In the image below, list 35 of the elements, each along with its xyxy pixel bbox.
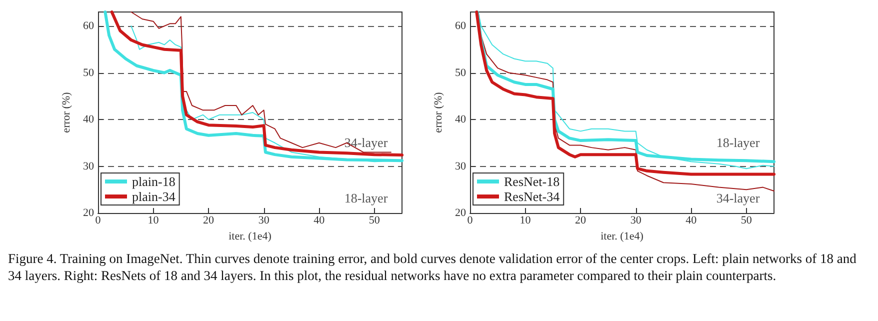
x-tick-label: 40 — [686, 214, 698, 226]
x-tick-label: 0 — [467, 214, 474, 226]
x-tick-label: 50 — [368, 214, 380, 226]
x-axis-title: iter. (1e4) — [600, 230, 644, 242]
x-tick-label: 50 — [740, 214, 752, 226]
x-tick-label: 10 — [148, 214, 160, 226]
x-tick-label: 0 — [95, 214, 102, 226]
y-tick-label: 30 — [83, 160, 94, 172]
x-axis-title: iter. (1e4) — [228, 230, 272, 242]
y-tick-label: 40 — [83, 114, 94, 126]
y-axis-title: error (%) — [432, 92, 445, 133]
y-tick-label: 20 — [83, 207, 94, 219]
caption: Figure 4. Training on ImageNet. Thin curves denote training error, and bold curves denote validation error of the center crops. Left: plain networks of 18 and 34 layers. Right: ResNets of 18 and 34 layers. In this plot, the residual networks have no extra parameter compared to their plain counterparts. — [7, 250, 858, 284]
legend-label: plain-18 — [132, 174, 176, 189]
y-tick-label: 20 — [455, 207, 466, 219]
y-tick-label: 40 — [455, 114, 466, 126]
y-tick-label: 60 — [83, 20, 94, 32]
x-tick-label: 10 — [520, 214, 532, 226]
annotation: 34-layer — [344, 135, 388, 150]
legend-label: ResNet-18 — [504, 174, 560, 189]
x-tick-label: 20 — [203, 214, 215, 226]
y-tick-label: 50 — [83, 66, 94, 79]
x-tick-label: 40 — [314, 214, 326, 226]
legend-label: plain-34 — [132, 189, 176, 204]
y-tick-label: 60 — [455, 20, 466, 32]
y-axis-title: error (%) — [60, 92, 73, 133]
x-tick-label: 30 — [258, 214, 270, 226]
legend-label: ResNet-34 — [504, 189, 560, 204]
x-tick-label: 20 — [575, 214, 587, 226]
annotation: 18-layer — [716, 135, 760, 150]
annotation: 34-layer — [716, 190, 760, 206]
x-tick-label: 30 — [630, 214, 642, 226]
y-tick-label: 30 — [455, 160, 466, 172]
y-tick-label: 50 — [455, 66, 466, 79]
annotation: 18-layer — [344, 190, 388, 206]
